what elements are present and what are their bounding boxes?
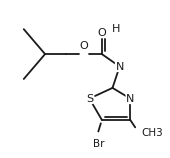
Text: O: O bbox=[80, 41, 89, 51]
Text: N: N bbox=[126, 94, 134, 104]
Text: N: N bbox=[115, 62, 124, 72]
Text: CH3: CH3 bbox=[141, 128, 163, 138]
Text: H: H bbox=[112, 24, 120, 34]
Text: S: S bbox=[86, 94, 93, 104]
Text: O: O bbox=[97, 28, 106, 38]
Text: Br: Br bbox=[92, 139, 104, 149]
